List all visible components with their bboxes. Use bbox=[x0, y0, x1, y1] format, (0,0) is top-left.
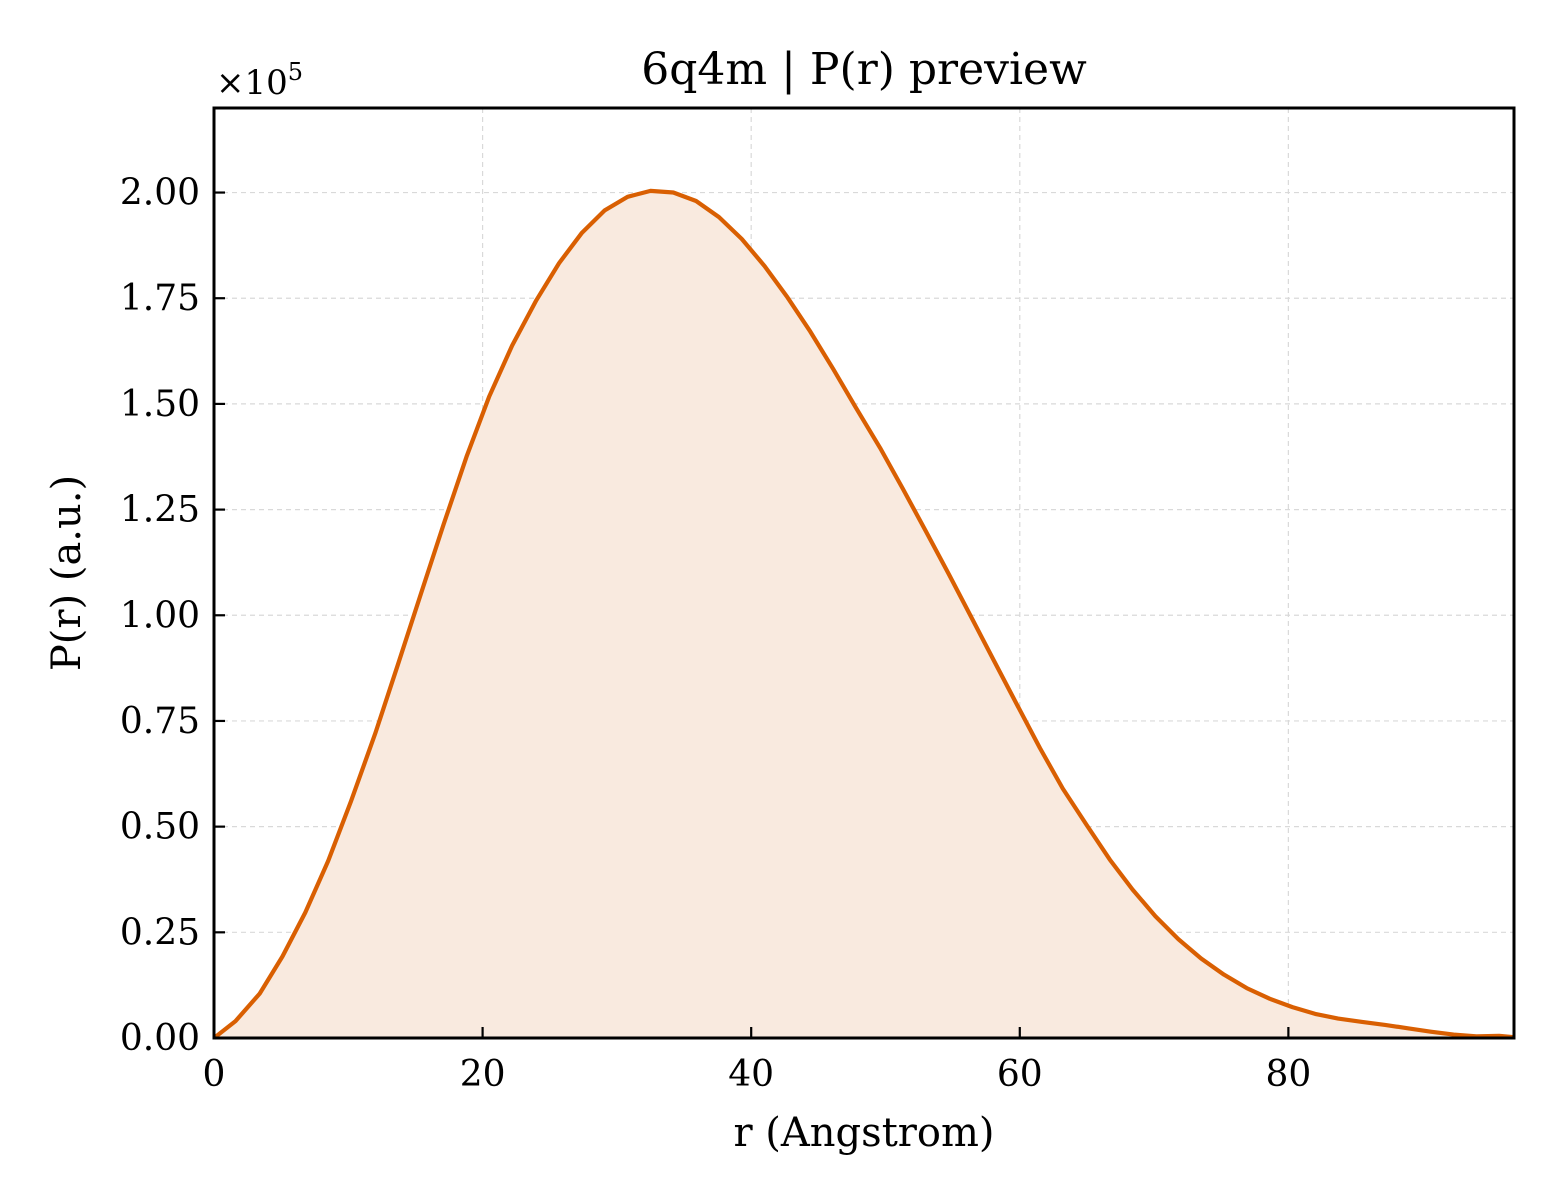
y-tick-label: 1.00 bbox=[120, 595, 200, 636]
y-tick-label: 1.75 bbox=[120, 278, 200, 319]
x-tick-label: 60 bbox=[997, 1054, 1043, 1095]
y-axis-multiplier-exponent: 5 bbox=[288, 58, 303, 86]
y-axis-ticks: 0.00 0.25 0.50 0.75 1.00 1.25 1.50 1.75 2.00 bbox=[120, 173, 225, 1059]
y-tick-label: 1.50 bbox=[120, 384, 200, 425]
y-tick-label: 0.00 bbox=[120, 1018, 200, 1059]
x-axis-label: r (Angstrom) bbox=[733, 1110, 994, 1156]
y-tick-label: 0.75 bbox=[120, 701, 200, 742]
x-tick-label: 40 bbox=[728, 1054, 774, 1095]
series-line bbox=[212, 188, 1515, 1040]
y-axis-multiplier-base: ×10 bbox=[216, 63, 288, 103]
area-fill bbox=[214, 190, 1514, 1038]
y-tick-label: 0.50 bbox=[120, 807, 200, 848]
y-axis-label: P(r) (a.u.) bbox=[44, 475, 90, 671]
x-tick-label: 20 bbox=[460, 1054, 506, 1095]
y-tick-label: 2.00 bbox=[120, 173, 200, 214]
y-axis-multiplier: ×105 bbox=[216, 58, 303, 103]
y-tick-label: 0.25 bbox=[120, 912, 200, 953]
y-tick-label: 1.25 bbox=[120, 490, 200, 531]
chart-title: 6q4m | P(r) preview bbox=[641, 44, 1087, 95]
x-tick-label: 0 bbox=[203, 1054, 226, 1095]
x-tick-label: 80 bbox=[1265, 1054, 1311, 1095]
plot-frame bbox=[212, 106, 1516, 1040]
x-axis-ticks: 0 20 40 60 80 bbox=[203, 1027, 1311, 1095]
